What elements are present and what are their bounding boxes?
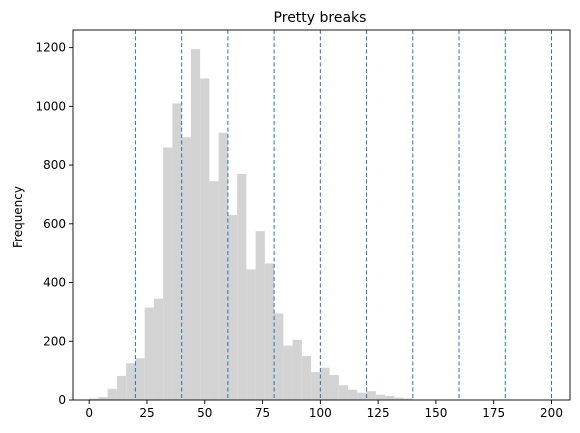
histogram-bar-31: [375, 394, 386, 400]
histogram-bar-14: [218, 132, 228, 400]
histogram-bar-22: [292, 339, 302, 400]
y-tick-label-400: 400: [43, 276, 66, 290]
histogram-bar-28: [348, 389, 358, 400]
histogram-bar-33: [394, 397, 404, 400]
y-tick-label-0: 0: [58, 393, 66, 407]
histogram-bar-19: [264, 263, 275, 400]
histogram-bar-9: [172, 103, 182, 401]
histogram-bar-17: [246, 269, 256, 400]
histogram-bar-2: [107, 388, 117, 400]
histogram-bar-26: [329, 375, 339, 400]
y-tick-label-1000: 1000: [35, 99, 66, 113]
x-tick-label-125: 125: [367, 406, 390, 420]
histogram-bar-32: [385, 395, 395, 400]
histogram-bar-29: [357, 392, 367, 400]
histogram-bar-0: [89, 398, 99, 400]
histogram-bar-27: [338, 385, 349, 400]
x-tick-label-75: 75: [255, 406, 270, 420]
histogram-bar-6: [144, 307, 154, 400]
y-tick-label-200: 200: [43, 334, 66, 348]
histogram-bar-8: [163, 147, 173, 400]
histogram-bar-20: [274, 313, 284, 400]
histogram-bar-23: [301, 355, 312, 400]
y-tick-label-600: 600: [43, 217, 66, 231]
x-tick-label-200: 200: [540, 406, 563, 420]
histogram-bar-16: [237, 173, 247, 400]
histogram-bar-5: [135, 358, 145, 400]
x-tick-label-25: 25: [139, 406, 154, 420]
histogram-bar-25: [320, 367, 330, 400]
plot-frame: [72, 29, 571, 401]
y-axis-title: Frequency: [11, 186, 25, 248]
histogram-bar-3: [116, 375, 127, 400]
x-tick-label-0: 0: [85, 406, 93, 420]
plot-area: 0 25 50 75 100 125 150 175 200 0 200 400 600 800 1000 1…: [35, 29, 571, 420]
histogram-bar-4: [126, 363, 136, 400]
chart-title: Pretty breaks: [274, 10, 367, 26]
histogram-bar-18: [255, 231, 265, 400]
histogram-bar-10: [181, 137, 191, 400]
x-tick-label-50: 50: [197, 406, 212, 420]
x-tick-label-175: 175: [482, 406, 505, 420]
y-tick-label-800: 800: [43, 158, 66, 172]
x-tick-label-150: 150: [424, 406, 447, 420]
histogram-bar-1: [98, 397, 108, 400]
x-tick-label-100: 100: [309, 406, 332, 420]
histogram-bar-30: [366, 391, 376, 400]
histogram-bar-11: [190, 49, 201, 400]
histogram-bar-34: [403, 398, 413, 400]
histogram-bar-13: [209, 181, 219, 400]
histogram-bar-15: [227, 215, 238, 400]
histogram-bar-21: [283, 345, 293, 400]
histogram-bar-12: [200, 78, 210, 400]
histogram-bar-7: [153, 298, 164, 400]
histogram-bar-24: [311, 372, 321, 400]
y-tick-label-1200: 1200: [35, 41, 66, 55]
